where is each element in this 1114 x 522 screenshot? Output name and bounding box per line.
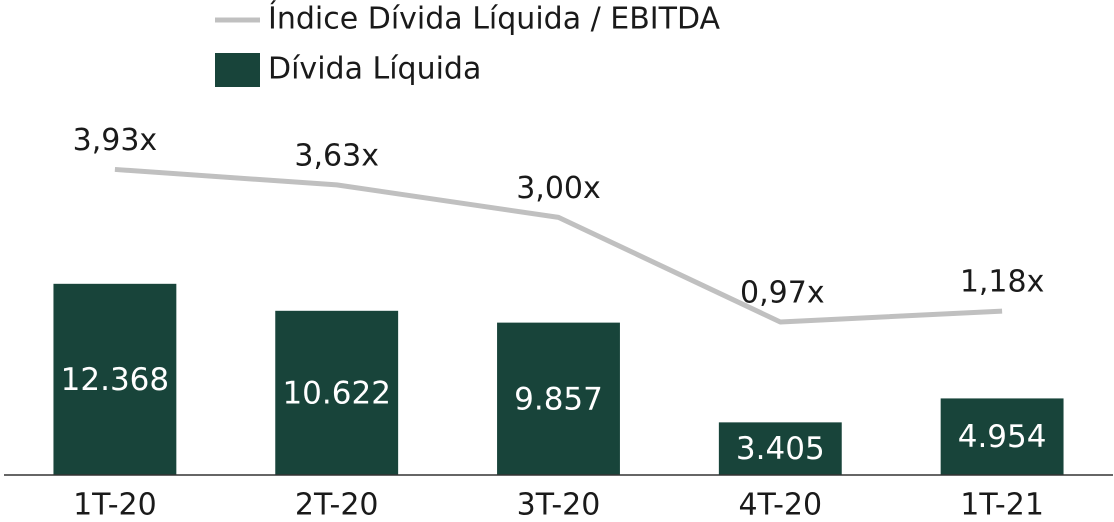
bar: [718, 422, 842, 475]
x-tick-label: 3T-20: [517, 488, 601, 522]
line-value-label: 3,63x: [294, 138, 379, 173]
bar-value-label: 10.622: [282, 375, 390, 411]
bar-value-label: 4.954: [958, 419, 1047, 455]
x-tick-label: 4T-20: [738, 488, 822, 522]
line-value-label: 3,00x: [516, 171, 601, 206]
bar-value-label: 9.857: [514, 381, 603, 417]
line: [114, 166, 1003, 325]
bar: [940, 398, 1064, 475]
line-value-label: 0,97x: [740, 275, 825, 310]
bar-value-label: 3.405: [736, 431, 825, 467]
x-tick-label: 1T-20: [73, 488, 157, 522]
legend-label: Índice Dívida Líquida / EBITDA: [268, 1, 721, 37]
bar: [275, 310, 399, 475]
x-tick-label: 1T-21: [960, 488, 1044, 522]
x-tick-label: 2T-20: [295, 488, 379, 522]
bar: [497, 322, 620, 475]
line-value-label: 1,18x: [960, 265, 1045, 300]
legend-swatch: [215, 53, 260, 87]
bar-value-label: 12.368: [61, 362, 169, 398]
legend-label: Dívida Líquida: [268, 52, 481, 87]
bar: [53, 283, 177, 475]
line-value-label: 3,93x: [73, 123, 158, 158]
